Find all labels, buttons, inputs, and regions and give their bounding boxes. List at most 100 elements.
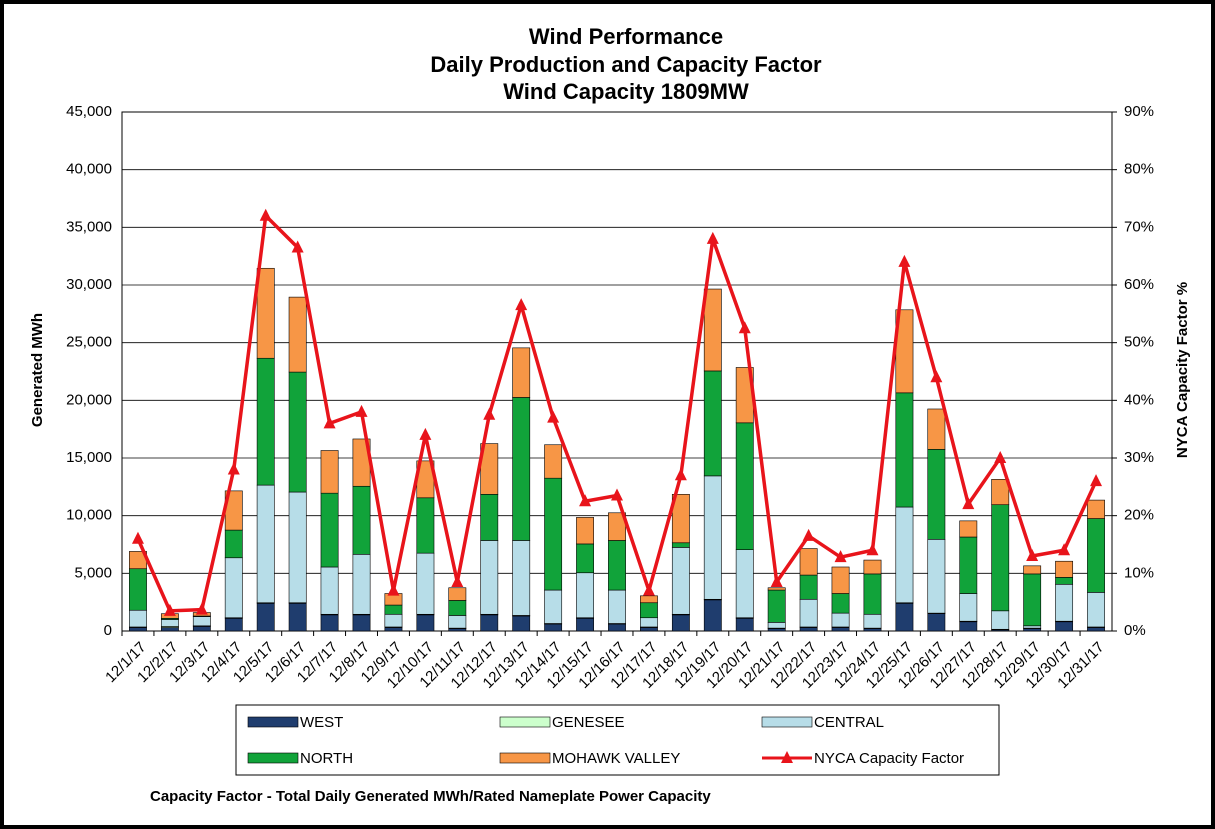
bar-segment bbox=[959, 520, 978, 538]
legend-label: NYCA Capacity Factor bbox=[814, 750, 964, 767]
legend bbox=[235, 704, 1000, 776]
bar-segment bbox=[671, 494, 690, 544]
bar-segment bbox=[640, 617, 658, 628]
bar-segment bbox=[927, 408, 946, 450]
bar-segment bbox=[352, 485, 371, 555]
bar-segment bbox=[703, 599, 722, 632]
bar-segment bbox=[544, 623, 563, 632]
bar-segment bbox=[640, 595, 658, 604]
footnote: Capacity Factor - Total Daily Generated … bbox=[150, 788, 711, 805]
line-marker bbox=[579, 494, 592, 507]
bar-segment bbox=[416, 552, 435, 615]
bar-segment bbox=[991, 479, 1010, 506]
line-marker bbox=[259, 208, 272, 221]
bar-segment bbox=[671, 547, 690, 615]
bar-segment bbox=[927, 539, 946, 614]
y2-tick-label: 40% bbox=[1124, 391, 1154, 408]
bar-segment bbox=[448, 628, 467, 632]
bar-segment bbox=[320, 492, 339, 568]
y-tick-label: 20,000 bbox=[66, 391, 112, 408]
line-marker bbox=[483, 407, 496, 420]
bar-segment bbox=[703, 475, 722, 600]
bar-segment bbox=[384, 627, 403, 632]
bar-segment bbox=[863, 613, 882, 629]
bar-segment bbox=[671, 542, 690, 548]
bar-segment bbox=[831, 566, 850, 594]
bar-segment bbox=[288, 296, 307, 373]
bar-segment bbox=[224, 618, 243, 632]
bar-segment bbox=[1087, 627, 1105, 632]
bar-segment bbox=[895, 603, 914, 632]
bar-segment bbox=[576, 618, 594, 632]
y2-tick-label: 50% bbox=[1124, 334, 1154, 351]
bar-segment bbox=[1055, 577, 1074, 585]
legend-swatch bbox=[247, 716, 299, 728]
line-marker bbox=[355, 404, 368, 417]
y2-tick-label: 20% bbox=[1124, 507, 1154, 524]
bar-segment bbox=[640, 602, 658, 619]
bar-segment bbox=[959, 621, 978, 632]
line-marker bbox=[994, 451, 1007, 463]
y-tick-label: 40,000 bbox=[66, 161, 112, 178]
bar-segment bbox=[863, 628, 882, 632]
line-marker bbox=[419, 427, 432, 440]
bar-segment bbox=[416, 614, 435, 632]
line-marker bbox=[547, 410, 560, 423]
bar-segment bbox=[384, 604, 403, 615]
line-marker bbox=[962, 497, 975, 510]
bar-segment bbox=[608, 623, 626, 632]
bar-segment bbox=[256, 603, 275, 632]
bar-segment bbox=[1087, 499, 1105, 519]
line-marker bbox=[866, 543, 879, 556]
bar-segment bbox=[544, 589, 563, 624]
bar-segment bbox=[544, 477, 563, 591]
legend-label: GENESEE bbox=[552, 714, 625, 731]
y-tick-label: 25,000 bbox=[66, 334, 112, 351]
line-marker bbox=[1090, 474, 1103, 487]
bar-segment bbox=[288, 603, 307, 632]
bar-segment bbox=[576, 572, 594, 619]
bar-segment bbox=[224, 529, 243, 559]
line-marker bbox=[323, 416, 336, 429]
y2-tick-label: 30% bbox=[1124, 449, 1154, 466]
y-tick-label: 45,000 bbox=[66, 103, 112, 120]
bar-segment bbox=[927, 613, 946, 632]
legend-swatch bbox=[247, 752, 299, 764]
bar-segment bbox=[927, 449, 946, 540]
bar-segment bbox=[959, 593, 978, 622]
bar-segment bbox=[799, 574, 818, 600]
legend-swatch bbox=[499, 716, 551, 728]
bar-segment bbox=[831, 612, 850, 628]
y-tick-label: 5,000 bbox=[74, 564, 112, 581]
bar-segment bbox=[1055, 583, 1074, 622]
bar-segment bbox=[703, 288, 722, 372]
bar-segment bbox=[735, 549, 754, 619]
line-marker bbox=[642, 583, 655, 596]
bar-segment bbox=[129, 568, 147, 611]
legend-swatch bbox=[761, 716, 813, 728]
bar-segment bbox=[1087, 518, 1105, 593]
line-marker bbox=[706, 231, 719, 244]
bar-segment bbox=[767, 622, 786, 629]
bar-segment bbox=[384, 613, 403, 628]
y2-tick-label: 60% bbox=[1124, 276, 1154, 293]
bar-segment bbox=[448, 615, 467, 629]
bar-segment bbox=[831, 627, 850, 632]
bar-segment bbox=[320, 614, 339, 632]
bar-segment bbox=[512, 615, 531, 632]
line-marker bbox=[1026, 549, 1039, 562]
chart-title: Daily Production and Capacity Factor bbox=[430, 52, 822, 77]
y2-tick-label: 0% bbox=[1124, 622, 1146, 639]
bar-segment bbox=[767, 587, 786, 591]
bar-segment bbox=[831, 593, 850, 614]
line-marker bbox=[802, 528, 815, 541]
bar-segment bbox=[192, 616, 211, 627]
line-marker bbox=[163, 603, 176, 616]
line-marker bbox=[1058, 543, 1071, 556]
line-marker bbox=[930, 370, 943, 383]
line-marker bbox=[291, 240, 304, 253]
chart-title: Wind Capacity 1809MW bbox=[503, 79, 749, 104]
bar-segment bbox=[160, 627, 179, 632]
bar-segment bbox=[320, 566, 339, 615]
